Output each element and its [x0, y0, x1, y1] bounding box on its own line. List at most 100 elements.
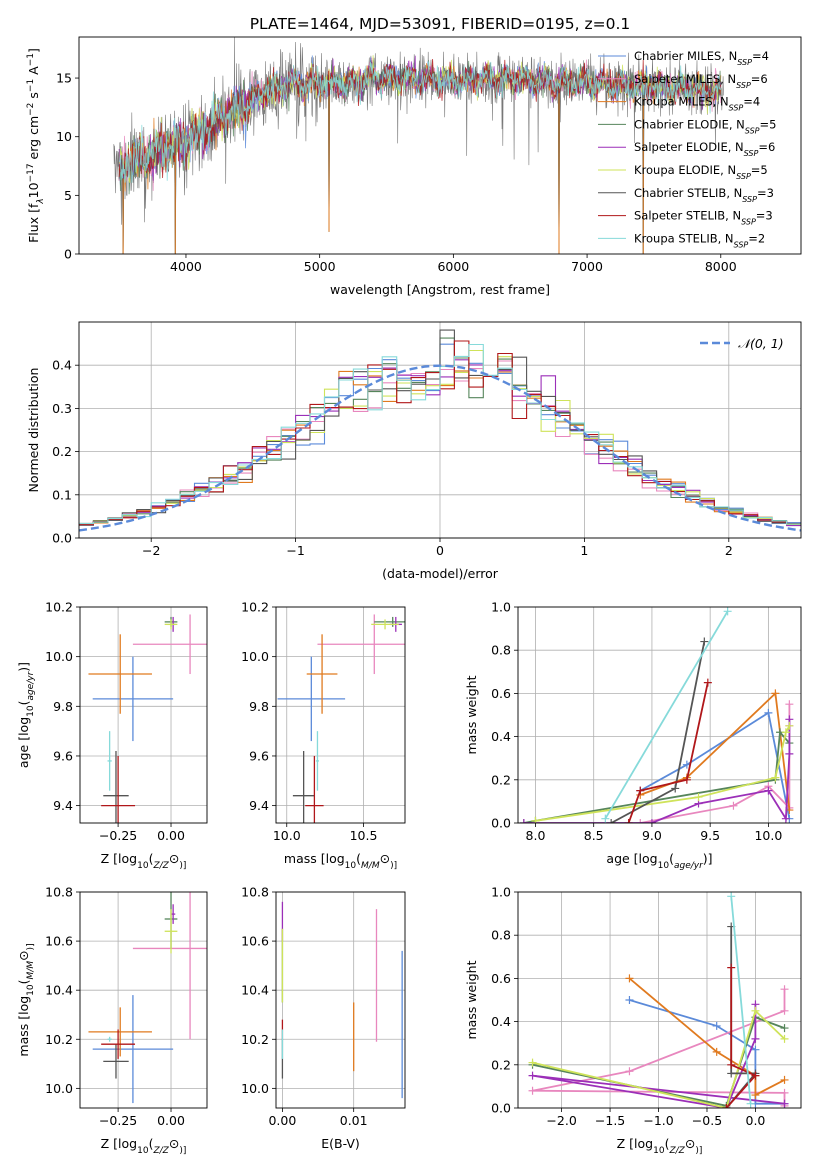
x-tick-label: 9.0 — [642, 828, 662, 843]
weight-point-marker — [751, 1006, 760, 1015]
weight-point-marker — [771, 689, 780, 698]
x-tick-label: 2 — [725, 543, 733, 558]
weight-point-marker — [531, 816, 540, 823]
histogram-series — [79, 329, 801, 526]
y-tick-label: 0.2 — [491, 1057, 511, 1072]
legend-entry: Kroupa STELIB, NSSP=2 — [634, 231, 765, 249]
figure-title: PLATE=1464, MJD=53091, FIBERID=0195, z=0… — [250, 15, 631, 33]
legend-entry: Kroupa ELODIE, NSSP=5 — [634, 163, 768, 181]
age_vs_Z-marks — [88, 614, 207, 823]
legend-entry: Salpeter STELIB, NSSP=3 — [634, 209, 773, 227]
weight-point-marker — [528, 1058, 537, 1067]
weight_vs_Z-ylabel: mass weight — [464, 960, 479, 1039]
legend-entry: Salpeter ELODIE, NSSP=6 — [634, 140, 775, 158]
weight-series-line — [535, 725, 791, 822]
weight-point-marker — [785, 700, 794, 709]
weight-series-line — [604, 610, 729, 820]
y-tick-label: 0.1 — [52, 487, 72, 502]
weight-series-line — [730, 896, 752, 1104]
y-tick-label: 0.8 — [491, 643, 511, 658]
weight-point-marker — [636, 786, 645, 795]
weight-point-marker — [636, 819, 645, 823]
weight-point-marker — [781, 728, 790, 737]
weight-point-marker — [528, 1071, 537, 1080]
age_vs_mass-axes: 10.0 10.5 9.4 9.6 9.8 10.0 10.2 — [241, 600, 405, 843]
y-tick-label: 10.8 — [45, 885, 73, 900]
x-tick-label: −2.0 — [546, 1113, 576, 1128]
weight-point-marker — [700, 637, 709, 646]
weight-point-marker — [727, 892, 736, 901]
weight-point-marker — [729, 801, 738, 810]
y-tick-label: 9.6 — [53, 748, 73, 763]
histogram-steps — [79, 329, 801, 532]
y-tick-label: 10.0 — [45, 1081, 73, 1096]
x-tick-label: 0.01 — [340, 1113, 368, 1128]
age_vs_mass-marks — [277, 614, 405, 823]
weight-point-marker — [727, 1069, 736, 1078]
x-tick-label: 0.00 — [157, 828, 185, 843]
y-tick-label: 10.8 — [241, 885, 269, 900]
spectrum-axes: 4000 5000 6000 7000 8000 0 5 10 15 — [56, 71, 737, 274]
x-tick-label: 8000 — [705, 259, 737, 274]
mass_vs_EBV-frame — [275, 891, 406, 1109]
weight_vs_age-ylabel: mass weight — [464, 675, 479, 754]
weight-point-marker — [703, 678, 712, 687]
y-tick-label: 0.0 — [52, 531, 72, 546]
x-tick-label: −0.25 — [99, 828, 137, 843]
y-tick-label: 0.4 — [491, 1014, 511, 1029]
weight-point-marker — [780, 1099, 789, 1108]
weight-series-line — [523, 719, 791, 823]
legend-entry: Chabrier STELIB, NSSP=3 — [634, 186, 774, 204]
y-tick-label: 10.0 — [241, 1081, 269, 1096]
spectrum-frame — [78, 36, 802, 255]
y-tick-label: 9.8 — [53, 699, 73, 714]
y-tick-label: 10.4 — [45, 983, 73, 998]
weight-point-marker — [723, 607, 732, 616]
weight-point-marker — [771, 773, 780, 782]
weight-point-marker — [647, 819, 656, 823]
mass_vs_Z-xlabel: Z [log10(Z/Z⊙)] — [101, 1136, 187, 1156]
weight-point-marker — [712, 1021, 721, 1030]
y-tick-label: 9.8 — [249, 699, 269, 714]
weight_vs_age-frame — [517, 606, 802, 824]
mass_vs_Z-axes: −0.25 0.00 10.0 10.2 10.4 10.6 10.8 — [45, 885, 207, 1128]
weight-point-marker — [785, 749, 794, 758]
y-tick-label: 0 — [64, 247, 72, 262]
y-tick-label: 10.6 — [241, 934, 269, 949]
weight_vs_Z-axes: −2.0 −1.5 −1.0 −0.5 0.0 0.0 0.2 0.4 0.6 0.8 1.0 — [491, 885, 801, 1128]
weight-point-marker — [751, 1045, 760, 1054]
y-tick-label: 9.4 — [53, 798, 73, 813]
x-tick-label: 8.0 — [526, 828, 546, 843]
histogram-frame — [78, 321, 802, 539]
y-tick-label: 10.0 — [241, 649, 269, 664]
legend-entry: Chabrier MILES, NSSP=4 — [634, 49, 769, 67]
histogram-ylabel: Normed distribution — [26, 368, 41, 493]
x-tick-label: 8.5 — [584, 828, 604, 843]
y-tick-label: 0.4 — [52, 358, 72, 373]
weight-point-marker — [780, 1006, 789, 1015]
y-tick-label: 0.2 — [491, 772, 511, 787]
y-tick-label: 10.6 — [45, 934, 73, 949]
legend-entry-normal: 𝒩(0, 1) — [738, 336, 784, 351]
legend-entry: Chabrier ELODIE, NSSP=5 — [634, 117, 776, 135]
x-tick-label: −1 — [286, 543, 304, 558]
weight-point-marker — [624, 819, 633, 823]
residuals-axes: −2 −1 0 1 2 0.0 0.1 0.2 0.3 0.4 — [52, 322, 801, 558]
x-tick-label: −2 — [142, 543, 160, 558]
weight-point-marker — [764, 786, 773, 795]
weight-point-marker — [607, 819, 616, 823]
x-tick-label: 1 — [580, 543, 588, 558]
y-tick-label: 0.8 — [491, 928, 511, 943]
weight-point-marker — [781, 814, 790, 823]
weight-point-marker — [751, 1034, 760, 1043]
weight_vs_age-marks — [519, 607, 794, 823]
x-tick-label: 10.0 — [754, 828, 782, 843]
mass_vs_EBV-marks — [281, 901, 403, 1099]
weight_vs_Z-frame — [517, 891, 802, 1109]
mass_vs_Z-frame — [79, 891, 208, 1109]
weight-point-marker — [780, 985, 789, 994]
age_vs_Z-ylabel: age [log10(age/yr)] — [16, 662, 36, 768]
legend-entry: Kroupa MILES, NSSP=4 — [634, 95, 760, 113]
y-tick-label: 0.3 — [52, 401, 72, 416]
